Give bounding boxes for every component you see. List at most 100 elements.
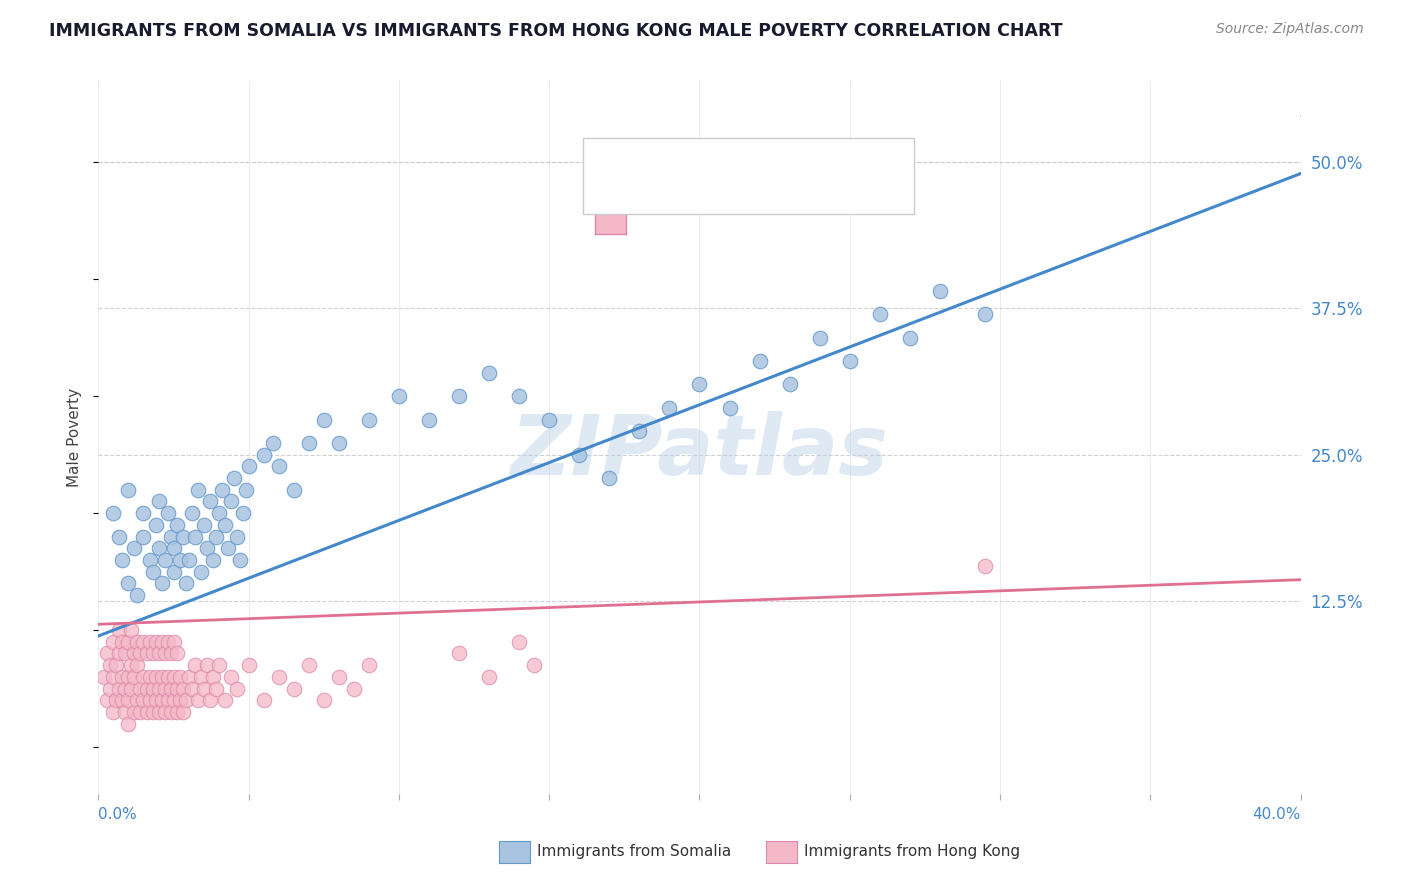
Point [388,389,411,403]
Point [153,705,176,719]
Point [159,647,181,661]
Point [190,670,212,684]
Point [166,681,188,696]
Point [208,658,231,673]
Point [357,412,380,426]
Point [193,681,215,696]
Y-axis label: Male Poverty: Male Poverty [67,387,83,487]
Point [121,681,143,696]
Point [219,670,242,684]
Point [124,541,146,556]
Point [111,670,134,684]
Point [869,307,891,321]
Point [153,553,176,567]
Point [105,658,128,673]
Point [267,670,290,684]
Point [114,705,136,719]
Point [225,529,247,543]
Point [166,647,188,661]
Point [148,705,170,719]
Point [145,670,167,684]
Point [124,705,146,719]
Point [117,635,139,649]
Point [198,494,221,508]
Point [148,494,170,508]
Point [105,693,128,707]
Point [145,517,167,532]
Point [208,506,231,520]
Point [898,331,921,345]
Point [117,693,139,707]
Point [169,553,191,567]
Point [156,693,179,707]
Point [162,670,184,684]
Point [172,681,194,696]
Point [159,681,181,696]
Point [117,483,139,497]
Point [195,658,218,673]
Point [127,588,149,602]
Point [328,670,350,684]
Point [135,647,157,661]
Point [138,635,160,649]
Point [121,623,143,637]
Point [93,670,115,684]
Point [153,647,176,661]
Point [838,354,860,368]
Point [253,693,276,707]
Point [96,693,118,707]
Point [253,448,276,462]
Point [418,412,440,426]
Point [117,576,139,591]
Text: R =: R = [637,151,671,165]
Point [172,705,194,719]
Point [187,693,209,707]
Point [111,693,134,707]
Point [148,647,170,661]
Point [508,389,530,403]
Point [156,670,179,684]
Point [169,693,191,707]
Point [523,658,546,673]
Point [183,658,205,673]
Point [156,506,179,520]
Point [145,693,167,707]
Text: 0.0%: 0.0% [98,807,138,822]
Point [108,681,131,696]
Text: N =: N = [749,151,783,165]
Point [127,635,149,649]
Point [150,635,173,649]
Point [103,670,125,684]
Point [177,670,200,684]
Text: R =: R = [637,186,671,201]
Point [718,401,741,415]
Point [190,565,212,579]
Point [117,716,139,731]
Point [211,483,233,497]
Point [974,558,997,573]
Point [132,693,155,707]
Point [235,483,257,497]
Text: Immigrants from Somalia: Immigrants from Somalia [537,845,731,859]
Point [238,459,260,474]
Point [162,565,184,579]
Point [129,647,152,661]
Point [779,377,801,392]
Point [138,553,160,567]
Point [124,670,146,684]
Point [508,635,530,649]
Point [117,670,139,684]
Point [689,377,711,392]
Point [974,307,997,321]
Point [232,506,254,520]
Point [141,681,163,696]
Point [121,658,143,673]
Text: N =: N = [749,186,783,201]
Point [201,553,224,567]
Point [195,541,218,556]
Point [283,681,305,696]
Point [312,693,335,707]
Point [141,647,163,661]
Point [127,658,149,673]
Point [267,459,290,474]
